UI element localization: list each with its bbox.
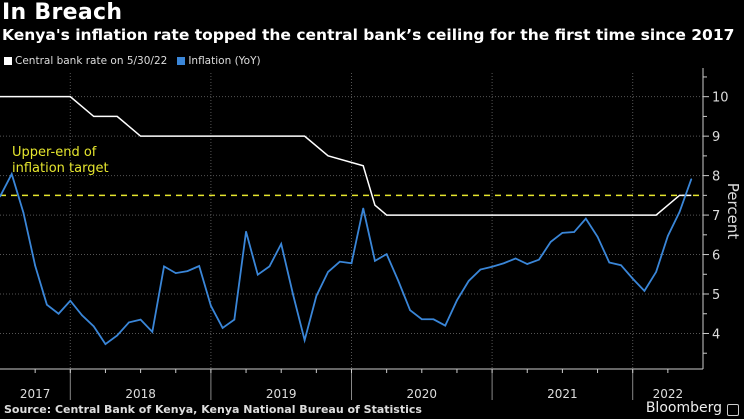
x-tick-label: 2021 bbox=[547, 387, 578, 401]
inflation-point bbox=[128, 321, 130, 324]
inflation-point bbox=[46, 303, 48, 306]
inflation-point bbox=[81, 314, 83, 317]
x-tick-label: 2019 bbox=[266, 387, 297, 401]
inflation-point bbox=[397, 280, 400, 282]
inflation-line bbox=[0, 171, 693, 346]
inflation-point bbox=[22, 211, 25, 214]
inflation-point bbox=[678, 211, 681, 213]
inflation-point bbox=[690, 178, 693, 180]
inflation-point bbox=[338, 260, 341, 263]
legend-swatch-inflation bbox=[177, 57, 186, 65]
inflation-point bbox=[245, 230, 247, 233]
inflation-point bbox=[139, 318, 142, 321]
inflation-point bbox=[620, 264, 622, 267]
x-tick-label: 2020 bbox=[407, 387, 438, 401]
inflation-point bbox=[292, 293, 294, 295]
y-tick-label: 7 bbox=[712, 209, 720, 224]
inflation-point bbox=[643, 290, 646, 292]
inflation-point bbox=[163, 265, 165, 268]
inflation-point bbox=[503, 262, 505, 265]
inflation-point bbox=[608, 261, 611, 264]
inflation-point bbox=[631, 277, 634, 280]
inflation-point bbox=[198, 265, 200, 267]
inflation-point bbox=[151, 331, 154, 333]
inflation-point bbox=[186, 270, 189, 272]
inflation-point bbox=[221, 327, 224, 329]
inflation-point bbox=[655, 271, 657, 273]
inflation-point bbox=[10, 173, 13, 175]
x-tick-label: 2018 bbox=[125, 387, 156, 401]
bloomberg-chart-icon bbox=[727, 404, 739, 416]
annotation-label: Upper-end of bbox=[12, 145, 97, 160]
inflation-point bbox=[34, 264, 36, 267]
inflation-point bbox=[596, 235, 599, 238]
inflation-point bbox=[432, 318, 435, 321]
inflation-point bbox=[268, 265, 271, 268]
inflation-point bbox=[456, 299, 458, 302]
inflation-point bbox=[374, 260, 376, 262]
y-tick-label: 6 bbox=[712, 249, 720, 264]
inflation-point bbox=[233, 318, 236, 321]
inflation-point bbox=[421, 318, 423, 321]
source-note: Source: Central Bank of Kenya, Kenya Nat… bbox=[4, 403, 422, 416]
inflation-point bbox=[479, 268, 482, 271]
inflation-point bbox=[526, 263, 529, 265]
y-tick-label: 10 bbox=[712, 91, 729, 106]
inflation-point bbox=[350, 262, 353, 265]
inflation-point bbox=[92, 325, 95, 328]
y-tick-label: 5 bbox=[712, 288, 720, 303]
chart-title: In Breach bbox=[2, 0, 123, 25]
legend-item-rate: Central bank rate on 5/30/22 bbox=[4, 55, 167, 67]
inflation-point bbox=[280, 243, 283, 245]
inflation-point bbox=[0, 195, 1, 198]
annotation-label: inflation target bbox=[12, 161, 109, 176]
inflation-point bbox=[538, 258, 540, 261]
central-bank-rate-line bbox=[0, 95, 692, 216]
inflation-point bbox=[69, 299, 72, 302]
inflation-point bbox=[514, 257, 517, 260]
inflation-point bbox=[549, 241, 552, 243]
inflation-point bbox=[385, 253, 388, 255]
inflation-point bbox=[116, 334, 118, 337]
inflation-point bbox=[210, 305, 212, 307]
inflation-point bbox=[491, 265, 493, 268]
inflation-point bbox=[256, 273, 259, 276]
inflation-point bbox=[104, 343, 107, 345]
y-tick-label: 8 bbox=[712, 170, 720, 185]
legend-label-rate: Central bank rate on 5/30/22 bbox=[15, 55, 168, 67]
chart-subtitle: Kenya's inflation rate topped the centra… bbox=[2, 26, 735, 44]
legend-label-inflation: Inflation (YoY) bbox=[188, 55, 261, 67]
inflation-point bbox=[561, 232, 564, 234]
inflation-point bbox=[444, 324, 447, 327]
inflation-point bbox=[573, 231, 575, 233]
x-tick-label: 2022 bbox=[653, 387, 684, 401]
inflation-point bbox=[667, 235, 669, 237]
inflation-point bbox=[315, 295, 318, 297]
legend-swatch-rate bbox=[4, 57, 12, 65]
inflation-point bbox=[303, 339, 306, 341]
inflation-point bbox=[467, 280, 470, 282]
inflation-point bbox=[362, 207, 365, 210]
y-axis-label: Percent bbox=[724, 183, 742, 240]
x-tick-label: 2017 bbox=[20, 387, 51, 401]
inflation-point bbox=[174, 272, 177, 274]
y-tick-label: 4 bbox=[712, 327, 720, 342]
legend-item-inflation: Inflation (YoY) bbox=[177, 55, 261, 67]
legend: Central bank rate on 5/30/22 Inflation (… bbox=[4, 55, 261, 67]
inflation-point bbox=[585, 217, 587, 220]
brand-logo: Bloomberg bbox=[645, 400, 722, 416]
inflation-point bbox=[409, 309, 411, 311]
inflation-point bbox=[57, 312, 60, 315]
inflation-point bbox=[327, 271, 329, 273]
y-tick-label: 9 bbox=[712, 130, 720, 145]
